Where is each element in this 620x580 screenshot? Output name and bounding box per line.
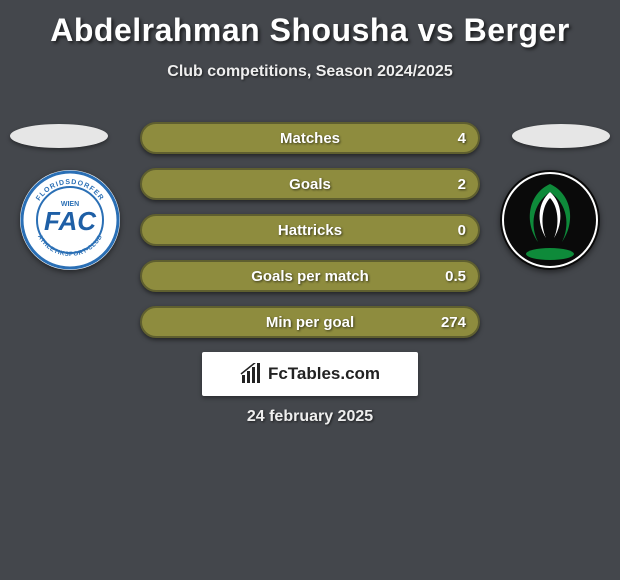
- stat-row: Hattricks 0: [140, 214, 480, 246]
- club-badge-right: [500, 170, 600, 270]
- stat-label: Goals: [289, 176, 331, 193]
- stat-row: Min per goal 274: [140, 306, 480, 338]
- stat-right-value: 2: [458, 176, 466, 193]
- svg-text:FAC: FAC: [44, 206, 97, 236]
- stat-label: Matches: [280, 130, 340, 147]
- stat-row: Matches 4: [140, 122, 480, 154]
- bar-chart-icon: [240, 363, 262, 385]
- brand-box: FcTables.com: [202, 352, 418, 396]
- player-ellipse-right: [512, 124, 610, 148]
- stat-row: Goals per match 0.5: [140, 260, 480, 292]
- stat-label: Min per goal: [266, 314, 354, 331]
- brand-text: FcTables.com: [268, 364, 380, 384]
- stat-row: Goals 2: [140, 168, 480, 200]
- stat-right-value: 0.5: [445, 268, 466, 285]
- page-title: Abdelrahman Shousha vs Berger: [0, 0, 620, 49]
- stat-label: Hattricks: [278, 222, 342, 239]
- update-date: 24 february 2025: [0, 408, 620, 426]
- svg-text:WIEN: WIEN: [61, 201, 79, 208]
- subtitle: Club competitions, Season 2024/2025: [0, 63, 620, 81]
- club-badge-left: FLORIDSDORFER ATHLETIKSPORT-CLUB FAC WIE…: [20, 170, 120, 270]
- stats-rows: Matches 4 Goals 2 Hattricks 0 Goals per …: [140, 122, 480, 352]
- stat-label: Goals per match: [251, 268, 369, 285]
- player-ellipse-left: [10, 124, 108, 148]
- stat-right-value: 4: [458, 130, 466, 147]
- stat-right-value: 274: [441, 314, 466, 331]
- stat-right-value: 0: [458, 222, 466, 239]
